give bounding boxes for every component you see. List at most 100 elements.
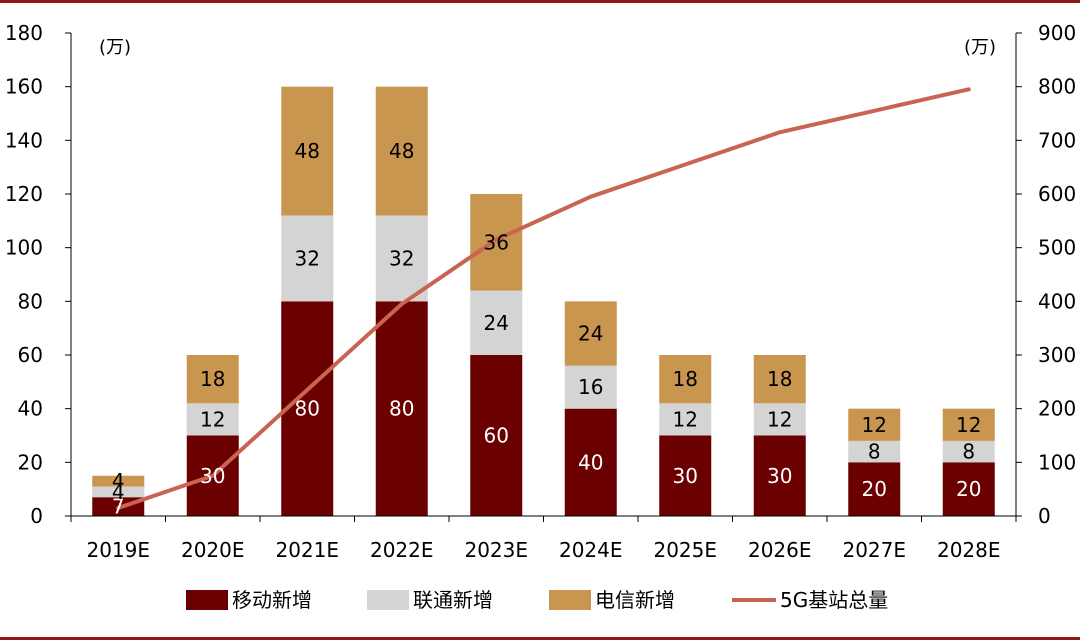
bar-value-label: 8 — [868, 440, 881, 464]
bar-value-label: 32 — [295, 246, 320, 270]
bar-segment — [92, 475, 145, 487]
legend-label: 电信新增 — [595, 588, 675, 612]
bar-segment — [942, 440, 995, 463]
bar-segment — [564, 301, 617, 366]
plot-bars — [92, 86, 995, 516]
left-tick-label: 60 — [18, 343, 43, 367]
bar-segment — [375, 215, 428, 302]
right-tick-label: 700 — [1038, 128, 1076, 152]
bar-value-label: 80 — [389, 397, 414, 421]
bar-value-label: 40 — [578, 450, 603, 474]
x-tick-label: 2023E — [464, 538, 528, 562]
bar-value-label: 18 — [767, 367, 792, 391]
x-tick-label: 2019E — [86, 538, 150, 562]
bar-value-label: 18 — [200, 367, 225, 391]
bar-value-label: 18 — [673, 367, 698, 391]
bar-value-label: 60 — [484, 424, 509, 448]
bar-value-label: 4 — [112, 480, 125, 504]
bar-segment — [659, 355, 712, 404]
legend-label: 5G基站总量 — [780, 588, 888, 612]
legend-swatch — [367, 590, 409, 610]
x-tick-label: 2025E — [653, 538, 717, 562]
bar-value-label: 48 — [389, 139, 414, 163]
bar-value-label: 7 — [112, 495, 125, 519]
left-tick-label: 160 — [5, 75, 43, 99]
right-tick-label: 300 — [1038, 343, 1076, 367]
x-axis: 2019E 2020E 2021E 2022E 2023E 2024E 2025E 2026E… — [70, 515, 1017, 562]
bar-value-label: 16 — [578, 375, 603, 399]
right-unit-label: (万) — [964, 37, 996, 58]
bar-segment — [753, 435, 806, 516]
bar-value-label: 4 — [112, 469, 125, 493]
x-tick-label: 2020E — [181, 538, 245, 562]
left-axis: 0 20 40 60 80 100 120 140 160 180 — [5, 21, 72, 528]
right-tick-label: 400 — [1038, 289, 1076, 313]
right-tick-label: 100 — [1038, 450, 1076, 474]
left-tick-label: 40 — [18, 397, 43, 421]
bar-segment — [564, 408, 617, 516]
bar-segment — [848, 408, 901, 441]
bar-segment — [470, 290, 523, 355]
bar-segment — [281, 301, 334, 516]
left-tick-label: 140 — [5, 128, 43, 152]
bar-value-label: 80 — [295, 397, 320, 421]
bar-value-label: 30 — [200, 464, 225, 488]
bar-segment — [942, 408, 995, 441]
bar-segment — [848, 440, 901, 463]
legend-label: 移动新增 — [232, 588, 312, 612]
right-tick-label: 500 — [1038, 236, 1076, 260]
bar-segment — [753, 355, 806, 404]
bar-segment — [848, 462, 901, 516]
bar-segment — [659, 435, 712, 516]
legend-swatch — [186, 590, 228, 610]
bar-segment — [281, 215, 334, 302]
right-tick-label: 800 — [1038, 75, 1076, 99]
bar-labels: 7 30 80 80 60 40 30 30 20 20 4 12 32 32 24 16 12 12 8 8 4 18 4… — [112, 139, 982, 519]
bar-value-label: 24 — [484, 311, 509, 335]
x-tick-label: 2024E — [559, 538, 623, 562]
bar-value-label: 12 — [767, 407, 792, 431]
bar-segment — [659, 403, 712, 436]
bar-segment — [281, 86, 334, 216]
right-tick-label: 900 — [1038, 21, 1076, 45]
bar-segment — [753, 403, 806, 436]
bar-segment — [470, 355, 523, 516]
bar-value-label: 48 — [295, 139, 320, 163]
legend-swatch — [549, 590, 591, 610]
x-tick-label: 2027E — [842, 538, 906, 562]
bar-value-label: 20 — [956, 477, 981, 501]
left-tick-label: 80 — [18, 289, 43, 313]
bar-segment — [375, 301, 428, 516]
bar-segment — [186, 403, 239, 436]
left-tick-label: 100 — [5, 236, 43, 260]
bar-value-label: 36 — [484, 230, 509, 254]
left-tick-label: 0 — [30, 504, 43, 528]
bar-value-label: 20 — [862, 477, 887, 501]
bar-value-label: 12 — [673, 407, 698, 431]
x-tick-label: 2021E — [275, 538, 339, 562]
plot-line — [116, 87, 971, 510]
bar-value-label: 32 — [389, 246, 414, 270]
bar-value-label: 24 — [578, 322, 603, 346]
x-tick-label: 2022E — [370, 538, 434, 562]
bar-value-label: 8 — [962, 440, 975, 464]
bar-segment — [942, 462, 995, 516]
bar-segment — [92, 486, 145, 498]
left-unit-label: (万) — [99, 37, 131, 58]
bar-segment — [564, 365, 617, 409]
right-tick-label: 0 — [1038, 504, 1051, 528]
left-tick-label: 120 — [5, 182, 43, 206]
legend-label: 联通新增 — [413, 588, 493, 612]
bar-value-label: 12 — [200, 407, 225, 431]
bar-value-label: 30 — [767, 464, 792, 488]
bar-segment — [186, 355, 239, 404]
bar-segment — [470, 194, 523, 291]
left-tick-label: 180 — [5, 21, 43, 45]
bar-value-label: 12 — [862, 413, 887, 437]
x-tick-label: 2028E — [937, 538, 1001, 562]
bar-segment — [375, 86, 428, 216]
right-axis: 0 100 200 300 400 500 600 700 800 900 — [1015, 21, 1076, 528]
legend: 移动新增 联通新增 电信新增 5G基站总量 — [186, 588, 888, 612]
bar-value-label: 12 — [956, 413, 981, 437]
